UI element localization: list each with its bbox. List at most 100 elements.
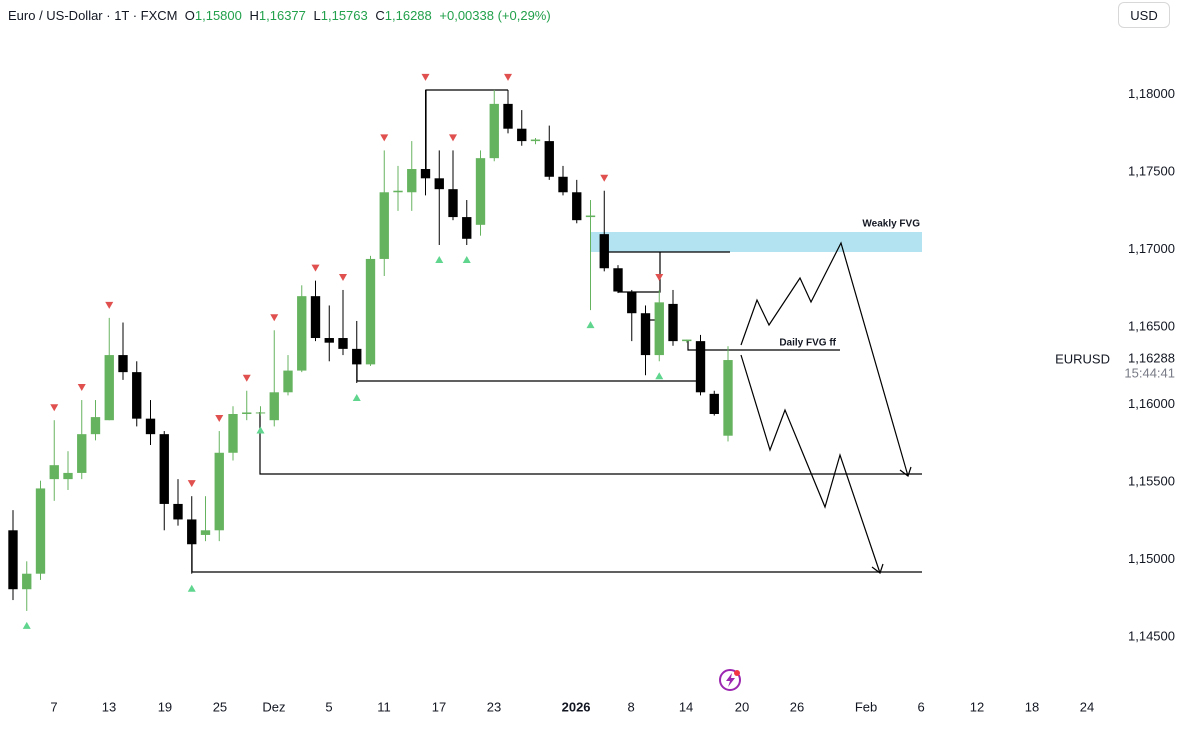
pivot-high xyxy=(311,264,320,272)
candle-body xyxy=(269,392,279,421)
candle-body xyxy=(35,488,46,574)
candle-body xyxy=(118,355,128,373)
candle-body xyxy=(544,141,554,177)
candle-body xyxy=(434,178,444,190)
ohlc-value: 1,15800 xyxy=(194,8,242,23)
x-tick-label: 14 xyxy=(679,699,693,714)
countdown: 15:44:41 xyxy=(1124,365,1175,380)
candle-body xyxy=(640,313,651,356)
projection-arrow xyxy=(740,354,884,574)
pivot-high xyxy=(600,174,609,182)
pivot-low xyxy=(462,255,471,263)
candle-body xyxy=(448,189,458,218)
drawing-line xyxy=(687,340,840,351)
y-tick-label: 1,14500 xyxy=(1128,629,1175,644)
y-tick-label: 1,18000 xyxy=(1128,86,1175,101)
pivot-high xyxy=(380,134,389,142)
pivot-high xyxy=(270,314,279,322)
pivot-high xyxy=(105,301,114,309)
candle-body xyxy=(654,302,664,356)
candle-body xyxy=(8,530,18,590)
candle-body xyxy=(407,169,417,193)
candle-body xyxy=(462,217,472,239)
pivot-high xyxy=(215,415,224,423)
projection-arrow xyxy=(740,241,912,477)
x-tick-label: 24 xyxy=(1080,699,1094,714)
candle-body xyxy=(709,393,719,414)
pivot-low xyxy=(187,584,196,592)
candle-body xyxy=(379,192,389,259)
y-tick-label: 1,15500 xyxy=(1128,474,1175,489)
ohlc-value: 1,16377 xyxy=(258,8,306,23)
x-tick-label: 26 xyxy=(790,699,804,714)
annotation: Daily FVG ff xyxy=(779,338,836,349)
y-tick-label: 1,17000 xyxy=(1128,241,1175,256)
candle-body xyxy=(242,412,252,414)
candle-body xyxy=(77,434,87,473)
x-tick-label: 20 xyxy=(735,699,749,714)
candle-body xyxy=(517,128,527,142)
candle-body xyxy=(613,268,623,292)
ohlc-key: H xyxy=(249,8,259,23)
x-tick-label: 7 xyxy=(50,699,57,714)
candle-body xyxy=(63,472,73,480)
pivot-low xyxy=(586,321,595,329)
y-tick-label: 1,16000 xyxy=(1128,396,1175,411)
pivot-high xyxy=(242,374,251,382)
candle-body xyxy=(324,338,334,343)
candle-body xyxy=(530,139,541,142)
candle-body xyxy=(310,296,321,339)
candle-body xyxy=(214,452,224,531)
x-tick-label: 17 xyxy=(432,699,446,714)
ohlc-value: 1,16288 xyxy=(384,8,432,23)
x-tick-label: 2026 xyxy=(562,699,591,714)
fvg-zone xyxy=(591,232,922,252)
change: +0,00338 (+0,29%) xyxy=(439,8,551,23)
pivot-high xyxy=(50,404,59,412)
candle-body xyxy=(145,418,156,435)
candle-body xyxy=(489,103,499,159)
annotation: Weakly FVG xyxy=(862,219,920,230)
icon xyxy=(719,669,741,691)
pivot-high xyxy=(339,273,348,281)
pivot-high xyxy=(77,384,86,392)
candle-body xyxy=(104,355,114,421)
x-tick-label: 11 xyxy=(377,699,391,714)
candle-body xyxy=(49,465,59,480)
pivot-high xyxy=(187,480,196,488)
candle-body xyxy=(695,341,706,393)
candle-body xyxy=(200,530,211,535)
candle-body xyxy=(173,503,183,520)
candle-body xyxy=(393,190,403,193)
x-tick-label: 18 xyxy=(1025,699,1039,714)
ohlc-key: C xyxy=(375,8,385,23)
header: Euro / US-Dollar · 1T · FXCM O1,15800 H1… xyxy=(8,8,555,23)
x-tick-label: 23 xyxy=(487,699,501,714)
x-tick-label: Feb xyxy=(855,699,877,714)
ohlc-key: L xyxy=(313,8,321,23)
x-tick-label: 19 xyxy=(158,699,172,714)
x-tick-label: 6 xyxy=(917,699,924,714)
x-tick-label: 13 xyxy=(102,699,116,714)
candle-body xyxy=(365,258,376,365)
symbol-title: Euro / US-Dollar · 1T · FXCM xyxy=(8,8,178,23)
x-tick-label: 12 xyxy=(970,699,984,714)
candle-body xyxy=(668,303,678,342)
candle-body xyxy=(338,338,348,349)
pivot-low xyxy=(22,621,31,629)
drawing-line xyxy=(259,412,922,475)
y-tick-label: 1,16500 xyxy=(1128,319,1175,334)
candle-body xyxy=(723,360,733,436)
currency-button[interactable]: USD xyxy=(1118,2,1170,28)
pivot-low xyxy=(256,426,265,434)
candle-body xyxy=(599,234,609,269)
x-tick-label: Dez xyxy=(262,699,285,714)
candle-body xyxy=(22,573,32,590)
candle-body xyxy=(420,169,431,179)
x-tick-label: 8 xyxy=(627,699,634,714)
candle-body xyxy=(503,103,513,129)
pivot-low xyxy=(655,372,664,380)
drawing-line xyxy=(356,363,700,382)
